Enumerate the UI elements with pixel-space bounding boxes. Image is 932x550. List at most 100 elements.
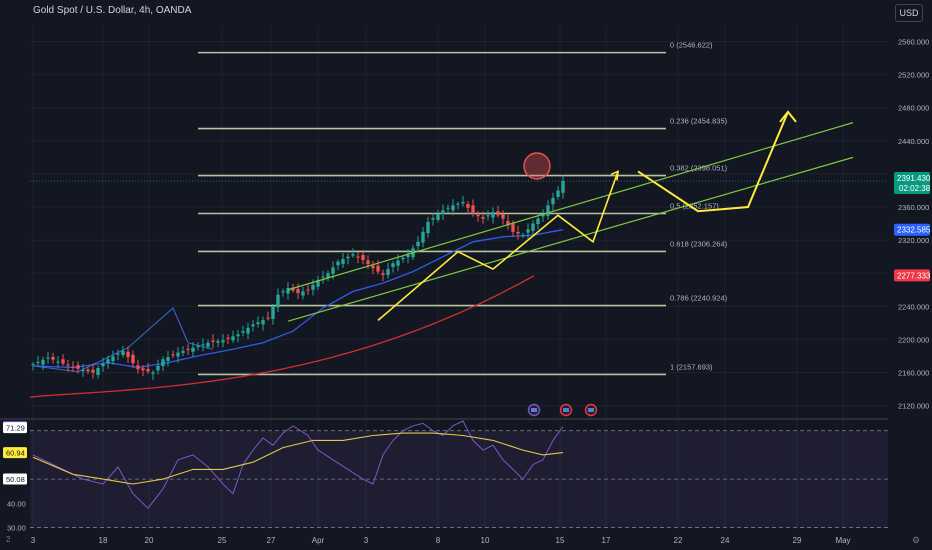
candle-body: [516, 231, 520, 234]
candles: [31, 175, 565, 380]
candle-body: [96, 368, 100, 375]
candle-body: [556, 190, 560, 197]
candle-body: [31, 364, 35, 366]
candle-body: [561, 181, 565, 193]
candle-body: [146, 369, 150, 372]
candle-body: [396, 260, 400, 266]
candle-body: [86, 369, 90, 372]
candle-body: [421, 231, 425, 243]
candle-body: [76, 365, 80, 369]
price-tick-label: 2320.000: [898, 236, 929, 245]
rsi-value-badge: [3, 422, 27, 434]
candle-body: [441, 210, 445, 214]
candle-body: [391, 263, 395, 268]
candle-body: [236, 334, 240, 337]
candle-body: [101, 363, 105, 367]
candle-body: [481, 216, 485, 219]
candle-body: [66, 364, 70, 366]
candle-body: [141, 368, 145, 371]
blue-zigzag: [32, 307, 214, 373]
candle-body: [551, 197, 555, 205]
candle-body: [226, 337, 230, 339]
candle-body: [186, 348, 190, 350]
highlight-circle: [523, 152, 551, 180]
candle-body: [166, 357, 170, 361]
candle-body: [206, 342, 210, 347]
candle-body: [71, 366, 75, 368]
rsi-line: [32, 420, 564, 509]
candle-body: [476, 214, 480, 217]
price-tick-label: 2160.000: [898, 368, 929, 377]
price-tick-label: 2200.000: [898, 335, 929, 344]
zigzag-arrowhead: [610, 170, 619, 181]
candle-body: [81, 370, 85, 372]
candle-body: [466, 204, 470, 208]
candle-body: [341, 259, 345, 264]
current-price-label: 2391.430: [897, 174, 931, 183]
rsi-value-badge: [3, 473, 27, 485]
candle-body: [151, 372, 155, 374]
yellow-zigzag: [377, 171, 619, 322]
time-tick-label: Apr: [312, 536, 325, 545]
currency-button[interactable]: USD: [895, 4, 923, 22]
candle-body: [231, 336, 235, 341]
channel-lower-line: [287, 156, 854, 322]
candle-body: [301, 291, 305, 296]
candle-body: [461, 202, 465, 204]
rsi-tick-label: 40.00: [7, 499, 26, 508]
candle-body: [121, 350, 125, 356]
candle-body: [316, 279, 320, 287]
red-ma-label: 2277.333: [897, 271, 931, 280]
time-tick-label: 18: [99, 536, 108, 545]
time-axis-bg: [0, 531, 932, 550]
price-tick-label: 2480.000: [898, 104, 929, 113]
time-tick-label: 17: [602, 536, 611, 545]
candle-body: [221, 340, 225, 343]
price-tick-label: 2560.000: [898, 38, 929, 47]
candle-body: [351, 254, 355, 256]
candle-body: [246, 327, 250, 334]
blue-ma-badge: [894, 223, 930, 236]
price-tick-label: 2440.000: [898, 137, 929, 146]
candle-body: [261, 320, 265, 325]
candle-body: [371, 265, 375, 269]
time-tick-label: 3: [364, 536, 369, 545]
time-tick-label: 15: [556, 536, 565, 545]
candle-body: [416, 241, 420, 247]
rsi-value-label: 71.29: [6, 424, 25, 433]
candle-body: [541, 213, 545, 217]
candle-body: [486, 215, 490, 217]
candle-body: [451, 205, 455, 211]
projection-path: [637, 111, 789, 213]
time-tick-label: 20: [145, 536, 154, 545]
fib-level-label: 0 (2546.622): [670, 41, 713, 50]
candle-body: [501, 213, 505, 219]
candle-body: [51, 357, 55, 360]
candle-body: [306, 289, 310, 291]
time-tick-label: 8: [436, 536, 441, 545]
candle-body: [491, 211, 495, 218]
candle-body: [106, 359, 110, 364]
settings-icon[interactable]: ⚙: [912, 535, 921, 545]
channel-upper-line: [287, 122, 854, 291]
candle-body: [156, 365, 160, 371]
price-tick-label: 2360.000: [898, 203, 929, 212]
candle-body: [311, 284, 315, 290]
symbol-title[interactable]: Gold Spot / U.S. Dollar, 4h, OANDA: [33, 5, 192, 16]
rsi-value-label: 60.94: [6, 449, 25, 458]
fib-level-label: 1 (2157.693): [670, 362, 713, 371]
candle-body: [251, 324, 255, 327]
candle-body: [326, 273, 330, 278]
pane-number: 2: [6, 535, 11, 544]
rsi-tick-label: 30.00: [7, 524, 26, 533]
candle-body: [116, 353, 120, 355]
time-tick-label: 3: [31, 536, 36, 545]
time-tick-label: May: [835, 536, 850, 545]
candle-body: [401, 257, 405, 260]
candle-body: [506, 221, 510, 226]
price-tick-label: 2520.000: [898, 71, 929, 80]
candle-body: [211, 340, 215, 342]
time-tick-label: 29: [793, 536, 802, 545]
